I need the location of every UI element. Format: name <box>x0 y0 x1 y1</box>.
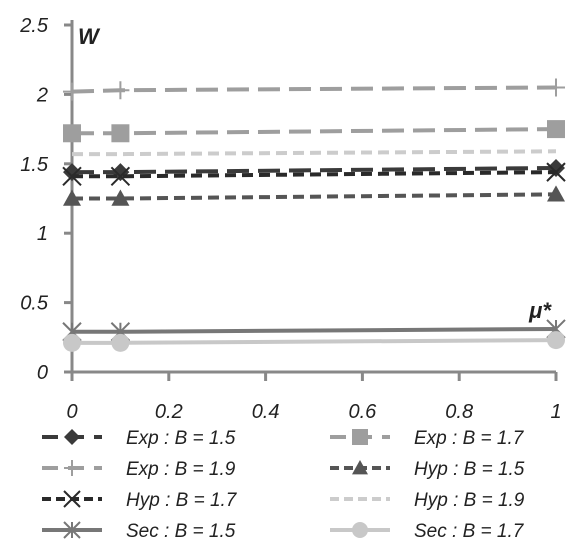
y-tick-label: 2.5 <box>19 15 49 37</box>
legend-item: Hyp : B = 1.5 <box>330 459 525 480</box>
data-point <box>111 333 130 352</box>
legend-label: Sec : B = 1.5 <box>126 521 236 542</box>
data-point <box>63 163 81 182</box>
series-2 <box>63 120 565 143</box>
legend-item: Sec : B = 1.7 <box>330 521 525 542</box>
series-8 <box>63 331 565 352</box>
series-7 <box>62 319 566 342</box>
x-tick-label: 1 <box>550 401 561 423</box>
y-tick-label: 0 <box>37 362 48 384</box>
legend-item: Exp : B = 1.5 <box>42 428 236 449</box>
data-point <box>111 81 130 100</box>
legend-item: Hyp : B = 1.9 <box>330 490 525 511</box>
legend-item: Exp : B = 1.7 <box>330 428 525 449</box>
series-line <box>72 338 557 345</box>
x-tick-label: 0.8 <box>445 401 473 423</box>
x-tick-label: 0.2 <box>155 401 183 423</box>
y-axis-label: W <box>78 24 101 49</box>
legend-marker <box>63 521 81 539</box>
series-4 <box>63 185 565 206</box>
series-5 <box>62 162 566 186</box>
data-point <box>62 166 82 186</box>
legend-marker <box>64 429 80 445</box>
legend-label: Exp : B = 1.5 <box>126 428 236 449</box>
x-tick-label: 0.4 <box>252 401 280 423</box>
legend-item: Hyp : B = 1.7 <box>42 490 238 511</box>
data-point <box>110 166 131 186</box>
legend-label: Exp : B = 1.9 <box>126 459 236 480</box>
data-point <box>63 189 81 206</box>
x-axis-label: μ* <box>528 298 552 323</box>
series-3 <box>63 78 565 101</box>
legend-label: Hyp : B = 1.7 <box>126 490 238 511</box>
data-point <box>63 82 81 101</box>
data-point <box>547 185 565 202</box>
x-ticks: 0 0.2 0.4 0.6 0.8 1 <box>66 372 562 423</box>
data-point <box>111 189 130 206</box>
data-point <box>111 124 130 143</box>
series-line <box>72 326 557 334</box>
legend-label: Sec : B = 1.7 <box>414 521 525 542</box>
legend-label: Exp : B = 1.7 <box>414 428 525 449</box>
y-tick-label: 1 <box>37 223 48 245</box>
series-6 <box>72 149 557 157</box>
x-tick-label: 0 <box>66 401 77 423</box>
data-point <box>111 163 130 182</box>
data-point <box>547 331 565 350</box>
legend: Exp : B = 1.5 Exp : B = 1.7 Exp : B = 1.9 H… <box>42 428 525 542</box>
y-tick-label: 0.5 <box>20 293 49 315</box>
legend-item: Exp : B = 1.9 <box>42 459 236 480</box>
series-line <box>72 149 557 157</box>
data-point <box>547 120 565 139</box>
legend-item: Sec : B = 1.5 <box>42 521 236 542</box>
legend-marker <box>352 460 368 475</box>
legend-marker <box>64 460 80 476</box>
series-1 <box>63 158 565 182</box>
data-point <box>546 162 566 182</box>
legend-label: Hyp : B = 1.5 <box>414 459 525 480</box>
y-tick-label: 1.5 <box>20 154 49 176</box>
data-point <box>547 158 565 177</box>
data-point <box>63 124 81 143</box>
legend-label: Hyp : B = 1.9 <box>414 490 525 511</box>
y-ticks: 0 0.5 1 1.5 2 2.5 <box>19 15 72 384</box>
x-tick-label: 0.6 <box>348 401 377 423</box>
legend-marker <box>352 522 368 538</box>
series-line <box>71 85 557 94</box>
legend-marker <box>63 490 81 508</box>
series-line <box>72 192 557 201</box>
data-point <box>63 333 81 352</box>
y-tick-label: 2 <box>36 84 48 106</box>
series-line <box>72 127 557 136</box>
data-point <box>547 78 565 97</box>
legend-marker <box>352 429 368 445</box>
series-layer <box>62 78 566 352</box>
